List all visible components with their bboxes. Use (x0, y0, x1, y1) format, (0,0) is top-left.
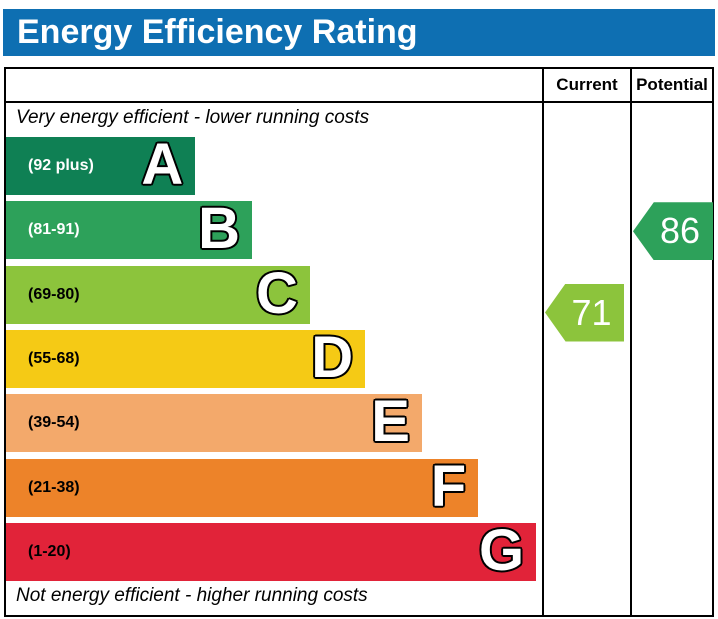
potential-rating-value: 86 (646, 210, 700, 252)
band-range-label: (81-91) (6, 221, 80, 239)
potential-column-divider (630, 69, 632, 615)
band-row-f: (21-38) F (6, 459, 478, 517)
energy-efficiency-rating-chart: Energy Efficiency Rating Current Potenti… (0, 0, 718, 619)
band-row-b: (81-91) B (6, 201, 252, 259)
page-title: Energy Efficiency Rating (3, 13, 418, 52)
title-bar: Energy Efficiency Rating (3, 9, 715, 56)
current-column-header: Current (544, 69, 630, 101)
band-row-g: (1-20) G (6, 523, 536, 581)
band-letter: D (311, 330, 353, 386)
band-letter: A (141, 137, 183, 193)
band-row-a: (92 plus) A (6, 137, 195, 195)
band-row-d: (55-68) D (6, 330, 365, 388)
band-range-label: (69-80) (6, 286, 80, 304)
top-caption: Very energy efficient - lower running co… (16, 107, 369, 129)
band-row-c: (69-80) C (6, 266, 310, 324)
band-range-label: (21-38) (6, 479, 80, 497)
current-column-divider (542, 69, 544, 615)
band-range-label: (1-20) (6, 543, 71, 561)
potential-rating-arrow: 86 (633, 202, 713, 260)
band-range-label: (92 plus) (6, 157, 94, 175)
chart-frame: Current Potential Very energy efficient … (4, 67, 714, 617)
band-range-label: (39-54) (6, 414, 80, 432)
band-letter: F (431, 459, 466, 515)
band-range-label: (55-68) (6, 350, 80, 368)
band-letter: B (198, 201, 240, 257)
band-letter: G (479, 523, 524, 579)
band-row-e: (39-54) E (6, 394, 422, 452)
header-row-divider (6, 101, 712, 103)
bottom-caption: Not energy efficient - higher running co… (16, 585, 368, 607)
current-rating-arrow: 71 (545, 284, 624, 342)
band-letter: E (371, 394, 410, 450)
current-rating-value: 71 (557, 292, 611, 334)
band-letter: C (256, 266, 298, 322)
potential-column-header: Potential (632, 69, 712, 101)
